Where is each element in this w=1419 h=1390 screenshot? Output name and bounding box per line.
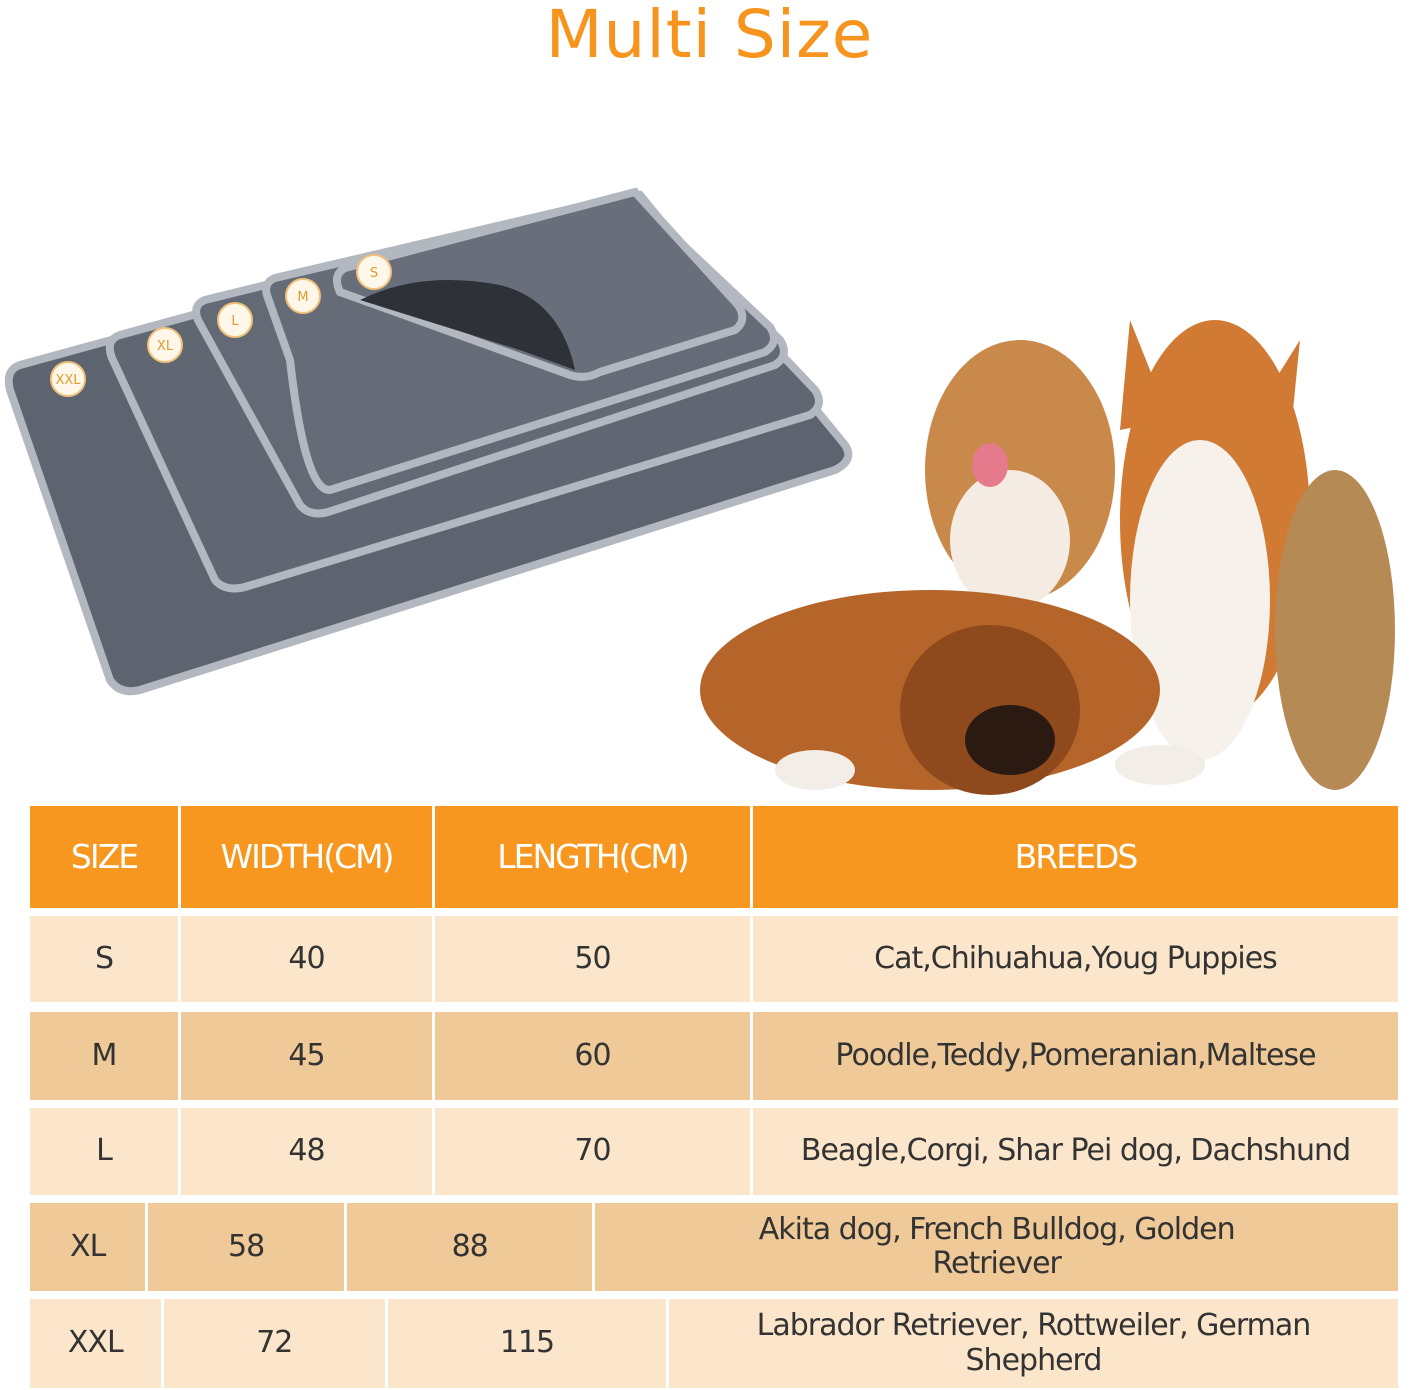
cell-breeds: Cat,Chihuahua,Youg Puppies [753,916,1398,1002]
mat-label-l: L [231,314,239,329]
mat-label-s: S [370,266,378,281]
header-length: LENGTH(CM) [435,806,750,908]
cell-breeds: Akita dog, French Bulldog, Golden Retrie… [595,1203,1398,1291]
mat-s [332,187,747,381]
table-row: M 45 60 Poodle,Teddy,Pomeranian,Maltese [30,1012,1398,1100]
cell-size: XL [30,1203,146,1291]
pets-photo [700,320,1395,795]
table-row: S 40 50 Cat,Chihuahua,Youg Puppies [30,916,1398,1002]
table-header-row: SIZE WIDTH(CM) LENGTH(CM) BREEDS [30,806,1398,908]
cell-length: 60 [435,1012,750,1100]
page-title: Multi Size [545,0,874,73]
cell-width: 48 [181,1108,432,1195]
table-row: XL 58 88 Akita dog, French Bulldog, Gold… [30,1203,1398,1291]
cell-length: 115 [388,1299,666,1388]
pet-mats-image: XXL XL L M S [4,187,853,696]
cell-size: M [30,1012,178,1100]
table-row: XXL 72 115 Labrador Retriever, Rottweile… [30,1299,1398,1388]
mat-label-m: M [297,290,308,305]
cell-length: 88 [346,1203,593,1291]
cat [1275,470,1395,790]
cell-length: 50 [435,916,750,1002]
cell-breeds: Beagle,Corgi, Shar Pei dog, Dachshund [753,1108,1398,1195]
cell-size: L [30,1108,178,1195]
cell-width: 40 [181,916,432,1002]
mat-label-xl: XL [157,339,174,354]
cell-breeds: Labrador Retriever, Rottweiler, German S… [668,1299,1398,1388]
mat-mesh-patch [360,280,575,370]
header-width: WIDTH(CM) [181,806,432,908]
cell-width: 58 [148,1203,344,1291]
cell-width: 72 [163,1299,386,1388]
header-size: SIZE [30,806,178,908]
table-row: L 48 70 Beagle,Corgi, Shar Pei dog, Dach… [30,1108,1398,1195]
product-illustration: XXL XL L M S [4,187,1395,795]
cell-width: 45 [181,1012,432,1100]
cell-length: 70 [435,1108,750,1195]
cell-size: S [30,916,178,1002]
cell-breeds: Poodle,Teddy,Pomeranian,Maltese [753,1012,1398,1100]
mat-label-xxl: XXL [55,373,81,388]
header-breeds: BREEDS [753,806,1398,908]
cell-size: XXL [30,1299,161,1388]
